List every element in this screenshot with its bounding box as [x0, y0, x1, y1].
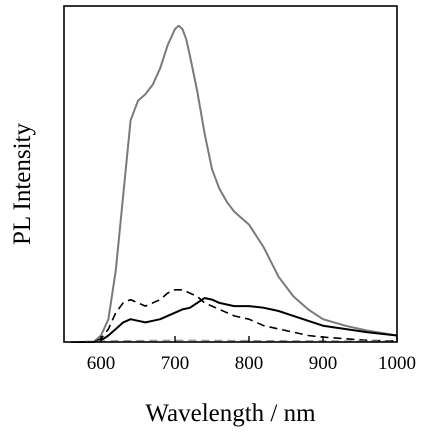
series-line-2: [71, 289, 398, 343]
x-tick-label: 700: [161, 353, 190, 374]
x-axis-ticks: 600 700 800 900 1000: [87, 336, 416, 374]
x-tick-label: 600: [87, 353, 116, 374]
series-layer: [71, 24, 398, 343]
x-tick-label: 1000: [378, 353, 416, 374]
y-axis-title: PL Intensity: [9, 123, 36, 245]
series-line-1: [71, 24, 398, 343]
series-line-4: [71, 339, 398, 343]
x-axis-title: Wavelength / nm: [145, 400, 316, 427]
x-tick-label: 800: [235, 353, 264, 374]
plot-frame: [63, 5, 398, 343]
series-line-3: [71, 297, 398, 343]
x-tick-label: 900: [309, 353, 338, 374]
